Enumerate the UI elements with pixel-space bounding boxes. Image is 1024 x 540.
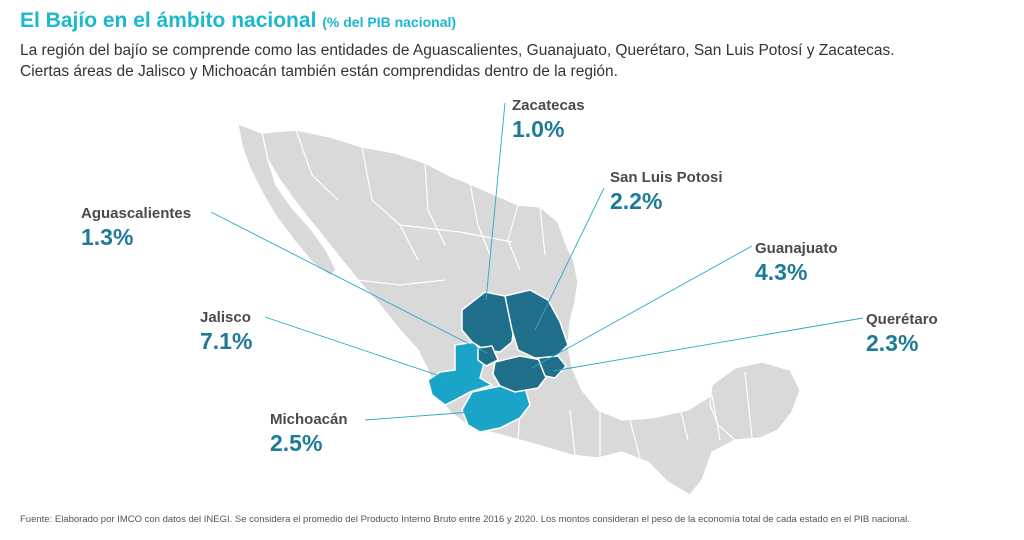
description-line-2: Ciertas áreas de Jalisco y Michoacán tam…	[20, 63, 618, 80]
baja-california-shape	[237, 123, 337, 277]
guanajuato-shape	[492, 355, 549, 393]
jalisco-name: Jalisco	[200, 309, 251, 326]
yucatan-peninsula-shape	[709, 361, 801, 441]
michoacan-value: 2.5%	[270, 430, 323, 456]
leader-lines	[210, 102, 864, 421]
label-aguascalientes: Aguascalientes 1.3%	[81, 205, 191, 251]
zacatecas-name: Zacatecas	[512, 97, 585, 114]
jalisco-value: 7.1%	[200, 328, 253, 354]
label-san-luis-potosi: San Luis Potosi 2.2%	[610, 169, 723, 215]
label-jalisco: Jalisco 7.1%	[200, 309, 252, 355]
description: La región del bajío se comprende como la…	[20, 40, 1010, 82]
page-title: El Bajío en el ámbito nacional (% del PI…	[20, 9, 457, 32]
san-luis-potosi-value: 2.2%	[610, 188, 663, 214]
state-borders	[295, 129, 753, 459]
zacatecas-shape	[461, 291, 516, 353]
guanajuato-name: Guanajuato	[755, 240, 838, 257]
zacatecas-leader-line	[485, 102, 506, 301]
san-luis-potosi-leader-line	[534, 187, 605, 331]
queretaro-leader-line	[552, 317, 864, 372]
aguascalientes-leader-line	[210, 211, 488, 354]
label-michoacan: Michoacán 2.5%	[270, 411, 348, 457]
michoacan-leader-line	[364, 411, 473, 421]
label-zacatecas: Zacatecas 1.0%	[512, 97, 585, 143]
guanajuato-leader-line	[531, 245, 753, 369]
zacatecas-value: 1.0%	[512, 116, 565, 142]
queretaro-name: Querétaro	[866, 311, 938, 328]
source-note: Fuente: Elaborado por IMCO con datos del…	[20, 514, 910, 525]
queretaro-shape	[536, 355, 567, 379]
label-guanajuato: Guanajuato 4.3%	[755, 240, 838, 286]
label-queretaro: Querétaro 2.3%	[866, 311, 938, 357]
guanajuato-value: 4.3%	[755, 259, 808, 285]
aguascalientes-value: 1.3%	[81, 224, 134, 250]
page-subtitle: (% del PIB nacional)	[322, 14, 457, 30]
aguascalientes-name: Aguascalientes	[81, 205, 192, 222]
description-line-1: La región del bajío se comprende como la…	[20, 42, 895, 59]
jalisco-leader-line	[264, 316, 447, 379]
queretaro-value: 2.3%	[866, 330, 919, 356]
michoacan-name: Michoacán	[270, 411, 348, 428]
san-luis-potosi-name: San Luis Potosi	[610, 169, 723, 186]
